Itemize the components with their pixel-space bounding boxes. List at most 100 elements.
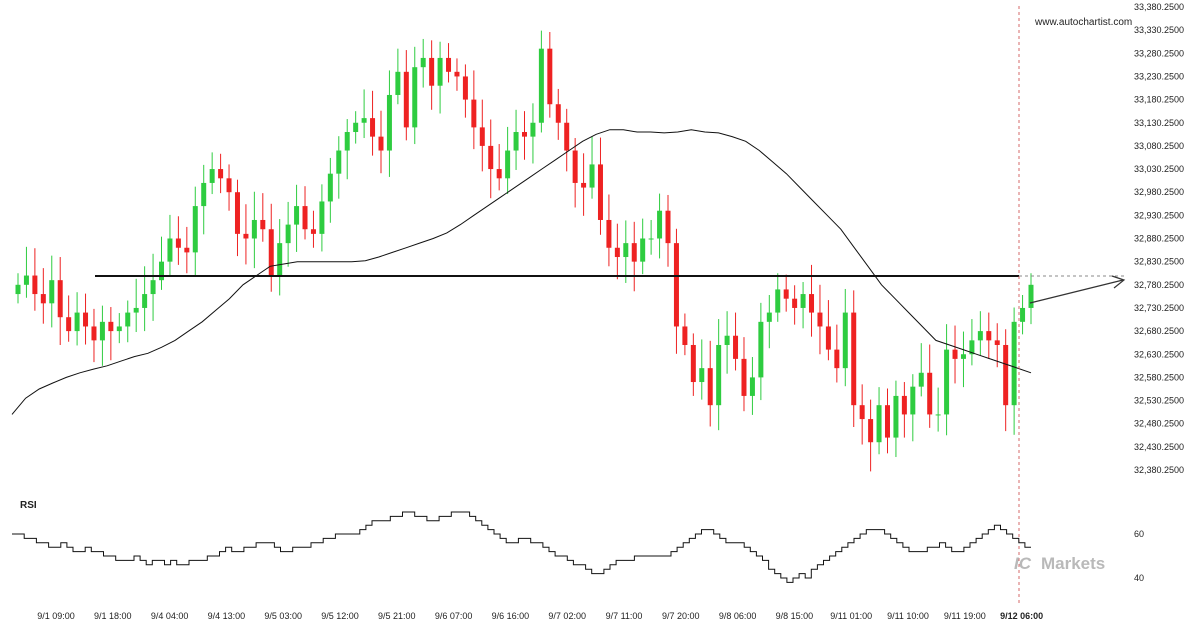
bear-candle — [547, 48, 553, 105]
bear-candle — [606, 219, 612, 248]
price-tick-label: 33,280.2500 — [1134, 48, 1184, 58]
bear-candle — [555, 104, 561, 123]
rsi-tick-label: 60 — [1134, 529, 1144, 539]
time-tick-label: 9/7 02:00 — [548, 611, 586, 621]
time-tick-label: 9/12 06:00 — [1000, 611, 1043, 621]
sma-polyline — [11, 129, 1032, 415]
bull-candle — [530, 122, 536, 137]
icmarkets-logo-prefix: IC — [1014, 554, 1032, 573]
bull-candle — [969, 340, 975, 355]
bull-candle — [125, 312, 131, 327]
bear-candle — [825, 326, 831, 350]
bull-candle — [716, 344, 722, 406]
bull-candle — [437, 57, 443, 86]
bull-candle — [775, 289, 781, 313]
bear-candle — [370, 118, 376, 137]
bear-candle — [310, 229, 316, 234]
price-tick-label: 33,030.2500 — [1134, 164, 1184, 174]
bull-candle — [150, 280, 156, 295]
bear-candle — [91, 326, 97, 341]
bear-candle — [234, 192, 240, 234]
price-tick-label: 32,630.2500 — [1134, 349, 1184, 359]
bull-candle — [361, 118, 367, 123]
bear-candle — [57, 280, 63, 318]
bull-candle — [977, 331, 983, 341]
icmarkets-logo-name: Markets — [1041, 554, 1105, 573]
bull-candle — [724, 335, 730, 345]
bear-candle — [471, 99, 477, 128]
bear-candle — [302, 206, 308, 230]
price-tick-label: 32,730.2500 — [1134, 303, 1184, 313]
bear-candle — [673, 243, 679, 327]
bear-candle — [927, 372, 933, 415]
price-tick-label: 33,380.2500 — [1134, 2, 1184, 12]
bear-candle — [572, 150, 578, 183]
price-tick-label: 32,480.2500 — [1134, 419, 1184, 429]
bull-candle — [353, 122, 359, 133]
bull-candle — [49, 280, 55, 304]
bear-candle — [994, 340, 1000, 345]
bull-candle — [167, 238, 173, 262]
bull-candle — [192, 206, 198, 253]
rsi-polyline — [12, 511, 1031, 583]
bear-candle — [817, 312, 823, 327]
bull-candle — [116, 326, 122, 332]
price-tick-label: 32,880.2500 — [1134, 234, 1184, 244]
bear-candle — [581, 182, 587, 188]
bull-candle — [201, 182, 207, 207]
bear-candle — [792, 298, 798, 308]
bear-candle — [952, 349, 958, 359]
bull-candle — [876, 405, 882, 443]
bull-candle — [842, 312, 848, 369]
bear-candle — [108, 321, 114, 332]
price-tick-label: 32,930.2500 — [1134, 210, 1184, 220]
bull-candle — [133, 307, 139, 313]
price-tick-label: 32,530.2500 — [1134, 396, 1184, 406]
price-tick-label: 32,830.2500 — [1134, 257, 1184, 267]
bear-candle — [462, 76, 468, 100]
bull-candle — [99, 321, 105, 341]
price-tick-label: 33,130.2500 — [1134, 118, 1184, 128]
bull-candle — [657, 210, 663, 239]
price-tick-label: 33,230.2500 — [1134, 71, 1184, 81]
bull-candle — [623, 243, 629, 258]
bull-candle — [142, 294, 148, 308]
bull-candle — [1011, 321, 1017, 406]
bear-candle — [226, 178, 232, 193]
bear-candle — [733, 335, 739, 359]
bull-candle — [910, 386, 916, 415]
candlestick-series — [15, 30, 1034, 472]
bull-candle — [23, 275, 29, 285]
time-tick-label: 9/7 11:00 — [606, 611, 643, 621]
bear-candle — [884, 405, 890, 438]
bear-candle — [83, 312, 89, 327]
bull-candle — [327, 173, 333, 202]
bull-candle — [640, 238, 646, 262]
time-tick-label: 9/8 15:00 — [776, 611, 814, 621]
bear-candle — [859, 405, 865, 420]
bull-candle — [513, 132, 519, 151]
bull-candle — [918, 372, 924, 387]
bull-candle — [251, 219, 257, 239]
icmarkets-logo: IC Markets — [1014, 554, 1105, 573]
rsi-label: RSI — [20, 500, 37, 511]
time-axis: 9/1 09:00 9/1 18:00 9/4 04:00 9/4 13:00 9/5 … — [37, 611, 1043, 621]
bull-candle — [1028, 284, 1034, 308]
bull-candle — [386, 94, 392, 151]
bear-candle — [783, 289, 789, 299]
bull-candle — [15, 284, 21, 295]
time-tick-label: 9/5 03:00 — [264, 611, 302, 621]
price-axis: 33,380.2500 33,330.2500 33,280.2500 33,230.… — [1134, 2, 1184, 475]
bear-candle — [986, 331, 992, 341]
price-tick-label: 32,680.2500 — [1134, 326, 1184, 336]
bear-candle — [243, 233, 249, 239]
bull-candle — [285, 224, 291, 244]
bull-candle — [336, 150, 342, 174]
bear-candle — [1003, 344, 1009, 406]
bear-candle — [690, 344, 696, 383]
bear-candle — [614, 247, 620, 258]
bear-candle — [564, 122, 570, 151]
bull-candle — [159, 261, 165, 281]
bull-candle — [589, 164, 595, 188]
